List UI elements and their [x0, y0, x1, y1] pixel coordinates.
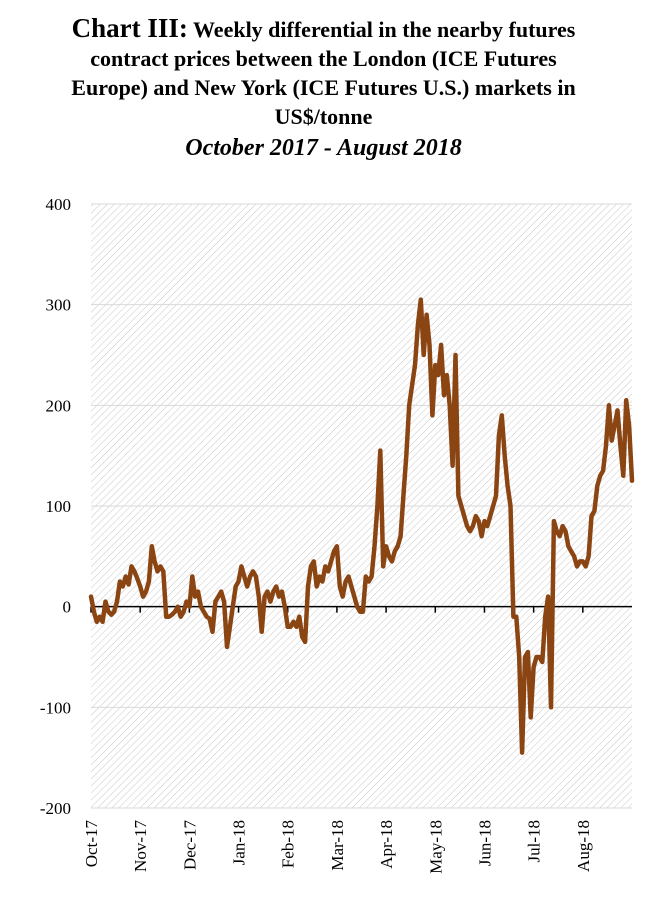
chart-subtitle: October 2017 - August 2018	[185, 135, 462, 161]
x-tick-label: Apr-18	[377, 820, 396, 869]
chart-title-prefix: Chart III:	[71, 13, 188, 43]
x-tick-label: Jan-18	[230, 820, 249, 865]
x-tick-label: Aug-18	[574, 820, 593, 872]
series	[88, 297, 635, 755]
x-tick-label: Feb-18	[279, 820, 298, 868]
y-tick-label: 200	[46, 396, 72, 415]
x-tick-label: Jun-18	[475, 820, 494, 866]
x-tick-label: Jul-18	[525, 820, 544, 863]
x-tick-label: May-18	[426, 820, 445, 874]
chart-title-block: Chart III: Weekly differential in the ne…	[0, 14, 647, 163]
y-tick-label: -100	[40, 698, 71, 717]
x-tick-label: Dec-17	[180, 820, 199, 871]
chart-title-line-4: US$/tonne	[274, 104, 373, 129]
chart-title-line-1: Weekly differential in the nearby future…	[193, 17, 576, 42]
y-tick-label: 100	[46, 497, 72, 516]
y-tick-label: -200	[40, 799, 71, 818]
chart-title-line-3: Europe) and New York (ICE Futures U.S.) …	[71, 75, 576, 100]
x-tick-label: Nov-17	[131, 820, 150, 872]
x-tick-label: Oct-17	[82, 820, 101, 868]
grid-lines	[91, 203, 632, 809]
y-tick-label: 400	[46, 195, 72, 214]
x-tick-label: Mar-18	[328, 820, 347, 871]
chart-title-line-2: contract prices between the London (ICE …	[90, 46, 557, 71]
chart-title: Chart III: Weekly differential in the ne…	[0, 14, 647, 131]
x-axis-ticks: Oct-17 Nov-17 Dec-17 Jan-18 Feb-18 Mar-18 Apr-…	[82, 820, 593, 874]
y-tick-label: 0	[63, 598, 72, 617]
series-line	[88, 297, 635, 755]
y-axis-ticks: -200 -100 0 100 200 300 400	[40, 195, 71, 818]
y-tick-label: 300	[46, 296, 72, 315]
